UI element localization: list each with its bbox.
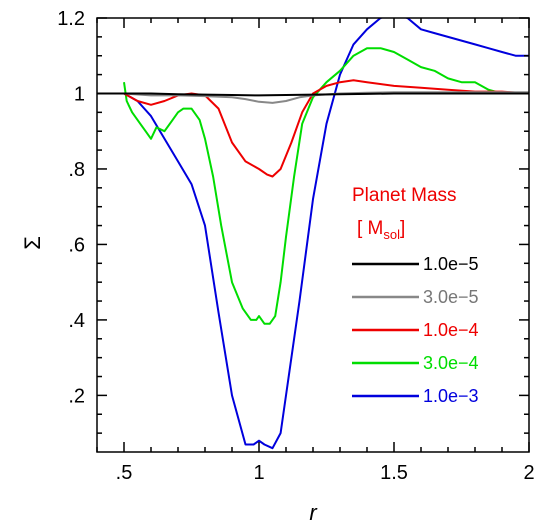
- legend-units: [ Msol]: [357, 218, 405, 242]
- y-tick-label: .6: [68, 234, 85, 256]
- legend-units-open: [ M: [357, 218, 383, 239]
- series-line-1: [97, 92, 529, 97]
- legend-units-close: ]: [400, 218, 405, 239]
- series-line-2: [97, 91, 529, 104]
- series-line-3: [97, 79, 529, 178]
- plot-lines: [97, 18, 529, 450]
- legend-units-sub: sol: [383, 227, 400, 242]
- legend-label: 1.0e−3: [423, 386, 479, 406]
- y-tick-label: .8: [68, 159, 85, 181]
- axis-ticks: .5 1 1.5 2 .2 .4 .6 .8 1 1.2: [57, 8, 534, 484]
- x-tick-label: .5: [116, 462, 133, 484]
- y-tick-label: .2: [68, 385, 85, 407]
- legend-label: 3.0e−4: [423, 353, 479, 373]
- legend-title: Planet Mass: [352, 185, 457, 206]
- series-line-5: [97, 18, 529, 450]
- x-tick-label: 1: [253, 462, 264, 484]
- legend: Planet Mass [ Msol] 1.0e−5 3.0e−5 1.0e−4 3.…: [352, 185, 479, 406]
- x-axis-label: r: [309, 500, 318, 525]
- legend-label: 3.0e−5: [423, 287, 479, 307]
- x-tick-label: 2: [523, 462, 534, 484]
- y-tick-label: .4: [68, 310, 85, 332]
- legend-label: 1.0e−4: [423, 320, 479, 340]
- y-tick-label: 1.2: [57, 8, 85, 30]
- y-axis-label: Σ: [20, 236, 45, 250]
- legend-label: 1.0e−5: [423, 254, 479, 274]
- series-line-4: [123, 47, 529, 325]
- y-tick-label: 1: [74, 83, 85, 105]
- x-tick-label: 1.5: [380, 462, 408, 484]
